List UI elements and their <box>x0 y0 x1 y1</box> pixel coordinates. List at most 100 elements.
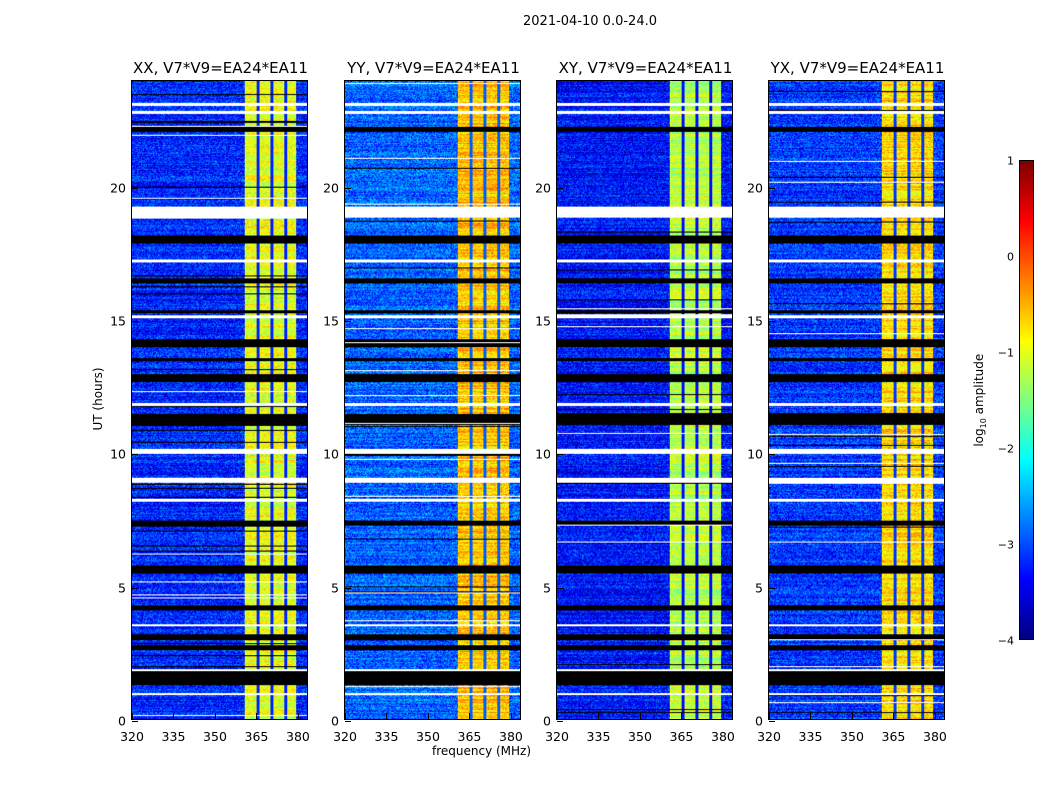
y-tick-label: 0 <box>755 713 763 729</box>
x-tick-mark <box>598 713 600 719</box>
y-tick-mark <box>769 454 775 456</box>
x-tick-label: 350 <box>628 729 652 744</box>
y-tick-label: 15 <box>535 313 551 329</box>
y-tick-label: 10 <box>535 446 551 462</box>
x-tick-mark <box>893 713 895 719</box>
y-tick-mark <box>132 587 138 589</box>
y-tick-mark <box>557 454 563 456</box>
x-tick-mark <box>214 713 216 719</box>
x-tick-mark <box>681 713 683 719</box>
x-tick-mark <box>769 713 770 719</box>
y-tick-mark <box>132 721 138 722</box>
y-tick-label: 5 <box>331 580 339 596</box>
spectrogram-panel: XY, V7*V9=EA24*EA11 320 335 350 365 380 0 5 10 15… <box>535 59 735 744</box>
colorbar: 1 0 −1 −2 −3 −4 <box>998 155 1034 648</box>
y-tick-mark <box>557 587 563 589</box>
x-tick-label: 335 <box>161 729 186 744</box>
spectrogram-panel: YX, V7*V9=EA24*EA11 320 335 350 365 380 0 5 10 15… <box>747 59 947 744</box>
heatmap-image <box>345 81 520 719</box>
colorbar-tick-label: 1 <box>1007 154 1014 168</box>
panel-title: YY, V7*V9=EA24*EA11 <box>347 59 520 77</box>
x-tick-mark <box>934 713 936 719</box>
heatmap-image <box>769 81 944 719</box>
x-tick-label: 335 <box>586 729 611 744</box>
y-tick-mark <box>345 454 351 456</box>
x-tick-label: 365 <box>669 729 694 744</box>
x-tick-mark <box>851 713 853 719</box>
y-tick-mark <box>769 587 775 589</box>
y-tick-label: 5 <box>118 580 126 596</box>
y-tick-label: 10 <box>110 446 126 462</box>
x-tick-mark <box>173 713 175 719</box>
x-tick-label: 335 <box>374 729 399 744</box>
y-tick-mark <box>557 721 563 722</box>
x-axis-label: frequency (MHz) <box>432 744 532 758</box>
heatmap-image <box>132 81 307 719</box>
y-tick-mark <box>345 187 351 189</box>
x-tick-label: 320 <box>120 729 144 744</box>
x-tick-label: 350 <box>416 729 440 744</box>
colorbar-tick-label: 0 <box>1007 250 1014 264</box>
y-tick-label: 15 <box>747 313 763 329</box>
figure-title: 2021-04-10 0.0-24.0 <box>523 14 657 29</box>
y-tick-mark <box>345 321 351 322</box>
x-tick-mark <box>256 713 258 719</box>
x-tick-mark <box>345 713 346 719</box>
y-tick-label: 15 <box>323 313 339 329</box>
y-tick-mark <box>557 187 563 189</box>
x-tick-mark <box>810 713 812 719</box>
x-tick-mark <box>639 713 641 719</box>
x-tick-label: 380 <box>923 729 947 744</box>
x-tick-mark <box>557 713 558 719</box>
x-tick-mark <box>722 713 724 719</box>
x-tick-label: 380 <box>499 729 523 744</box>
x-tick-label: 365 <box>244 729 269 744</box>
panel-title: XY, V7*V9=EA24*EA11 <box>558 59 733 77</box>
y-tick-label: 20 <box>535 180 551 196</box>
colorbar-label: log10 amplitude <box>971 353 989 447</box>
y-tick-label: 10 <box>323 446 339 462</box>
x-tick-label: 380 <box>711 729 735 744</box>
x-tick-mark <box>297 713 299 719</box>
y-axis-label: UT (hours) <box>91 367 105 431</box>
y-tick-mark <box>769 721 775 722</box>
spectrogram-panel: YY, V7*V9=EA24*EA11 320 335 350 365 380 0 5 10 15… <box>323 59 523 744</box>
y-tick-label: 5 <box>543 580 551 596</box>
colorbar-tick-label: −2 <box>997 442 1014 456</box>
y-tick-mark <box>345 587 351 589</box>
y-tick-label: 0 <box>118 713 126 729</box>
y-tick-label: 0 <box>543 713 551 729</box>
panel-title: XX, V7*V9=EA24*EA11 <box>133 59 308 77</box>
x-tick-label: 380 <box>286 729 310 744</box>
y-tick-label: 20 <box>323 180 339 196</box>
y-tick-mark <box>769 187 775 189</box>
y-tick-label: 15 <box>110 313 126 329</box>
colorbar-tick-label: −3 <box>997 538 1014 552</box>
y-tick-mark <box>345 721 351 722</box>
x-tick-mark <box>510 713 512 719</box>
y-tick-mark <box>132 187 138 189</box>
x-tick-label: 320 <box>757 729 781 744</box>
y-tick-label: 5 <box>755 580 763 596</box>
colorbar-tick-label: −1 <box>997 346 1014 360</box>
x-tick-label: 335 <box>798 729 823 744</box>
y-tick-label: 0 <box>331 713 339 729</box>
y-tick-mark <box>132 454 138 456</box>
panel-title: YX, V7*V9=EA24*EA11 <box>770 59 945 77</box>
spectrogram-panel: XX, V7*V9=EA24*EA11 320 335 350 365 380 0 5 10 15… <box>110 59 310 744</box>
x-tick-mark <box>469 713 471 719</box>
y-tick-mark <box>557 321 563 322</box>
x-tick-mark <box>132 713 133 719</box>
y-tick-label: 20 <box>110 180 126 196</box>
x-tick-label: 350 <box>840 729 864 744</box>
y-tick-label: 10 <box>747 446 763 462</box>
y-tick-mark <box>132 321 138 322</box>
colorbar-tick-label: −4 <box>997 634 1014 648</box>
x-tick-label: 365 <box>881 729 906 744</box>
x-tick-mark <box>427 713 429 719</box>
x-tick-mark <box>386 713 388 719</box>
y-tick-mark <box>769 321 775 322</box>
y-tick-label: 20 <box>747 180 763 196</box>
heatmap-image <box>557 81 732 719</box>
